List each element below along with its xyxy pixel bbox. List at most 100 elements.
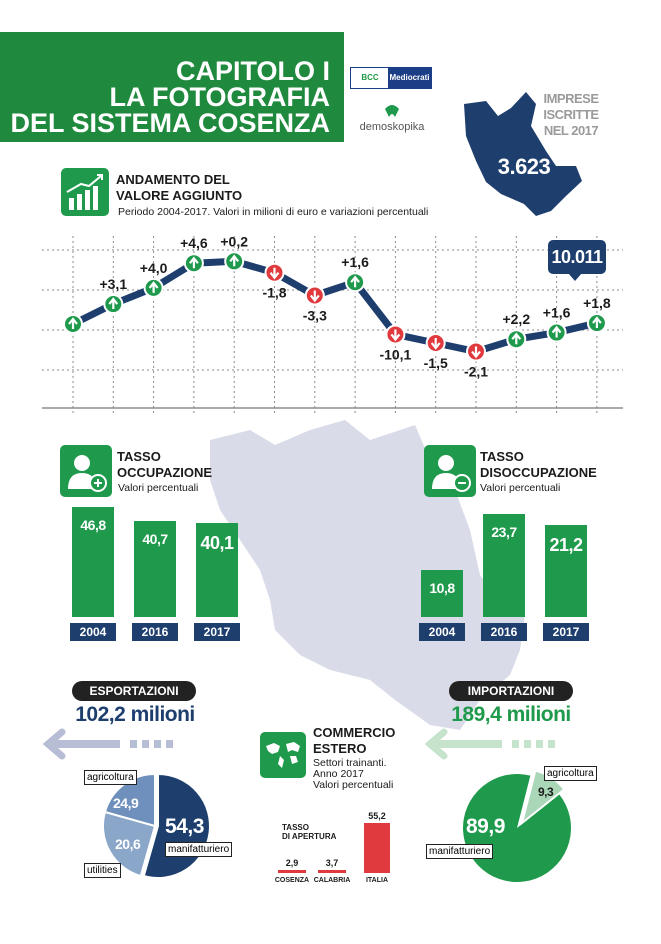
occupazione-title-line1: TASSO (117, 449, 161, 464)
arrow-down-marker (425, 333, 446, 353)
imprese-map-icon (464, 92, 582, 216)
export-agricoltura-value: 24,9 (113, 795, 139, 811)
header-title-line3: DEL SISTEMA COSENZA (10, 108, 330, 138)
bar-value-label: 21,2 (549, 535, 583, 555)
variation-label: +1,6 (341, 254, 369, 270)
apertura-title-line1: TASSO (282, 823, 309, 832)
year-label: 2004 (419, 623, 465, 641)
apertura-value: 2,9 (285, 858, 299, 868)
arrow-down-marker (304, 285, 325, 306)
commercio-subtitle-line1: Settori trainanti. (313, 757, 387, 769)
disoccupazione-title-line2: DISOCCUPAZIONE (480, 465, 597, 480)
year-label: 2017 (543, 623, 589, 641)
occupazione-title: TASSO OCCUPAZIONE (117, 449, 212, 481)
bar: 23,7 (483, 514, 525, 617)
export-pie-slices (102, 772, 211, 879)
bcc-logo-text: BCC (361, 73, 379, 82)
apertura-title-line2: DI APERTURA (282, 832, 337, 841)
bar: 21,2 (545, 525, 587, 617)
user-minus-icon (424, 445, 476, 497)
demoskopika-text: demoskopika (359, 121, 425, 133)
bar: 40,1 (196, 523, 238, 617)
esportazioni-amount: 102,2 milioni (75, 703, 195, 726)
export-left-arrow-icon (42, 728, 173, 760)
valore-aggiunto-callout-value: 10.011 (551, 247, 603, 267)
occupazione-title-line2: OCCUPAZIONE (117, 465, 213, 480)
variation-label: -1,5 (424, 355, 448, 371)
valore-aggiunto-subtitle: Periodo 2004-2017. Valori in milioni di … (118, 206, 429, 218)
apertura-region-label: COSENZA (274, 877, 310, 884)
disoccupazione-subtitle: Valori percentuali (480, 482, 561, 494)
imprese-value: 3.623 (497, 154, 551, 179)
export-manifatturiero-tag: manifatturiero (165, 842, 233, 857)
disoccupazione-title-line1: TASSO (480, 449, 524, 464)
apertura-value: 55,2 (368, 811, 386, 821)
export-pie-chart (102, 772, 211, 879)
imprese-label-line1: IMPRESE (543, 91, 599, 106)
disoccupazione-title: TASSO DISOCCUPAZIONE (480, 449, 597, 481)
demoskopika-logo: demoskopika (356, 101, 428, 137)
commercio-title: COMMERCIO ESTERO (313, 725, 395, 757)
bar-value-label: 40,1 (200, 533, 234, 553)
valore-aggiunto-title: ANDAMENTO DEL VALORE AGGIUNTO (116, 172, 242, 204)
variation-label: +2,2 (502, 311, 530, 327)
callout-pointer (568, 273, 582, 281)
esportazioni-pill: ESPORTAZIONI (72, 681, 196, 701)
mediocrati-logo-text: Mediocrati (388, 68, 431, 88)
apertura-bar (364, 823, 390, 873)
valore-aggiunto-title-line2: VALORE AGGIUNTO (116, 188, 243, 203)
export-utilities-value: 20,6 (115, 836, 141, 852)
arrow-up-marker (586, 313, 607, 334)
importazioni-pill: IMPORTAZIONI (449, 681, 573, 701)
calabria-map-background (210, 420, 525, 730)
variation-label: -10,1 (379, 346, 411, 362)
arrow-up-marker (103, 294, 124, 315)
chart-growth-icon (61, 168, 109, 216)
variation-label: +4,0 (140, 260, 168, 276)
export-pie-slice (102, 810, 157, 878)
bar-value-label: 10,8 (429, 580, 455, 596)
imprese-label-line3: NEL 2017 (543, 123, 599, 138)
import-manifatturiero-tag: manifatturiero (426, 844, 494, 859)
arrow-up-marker (183, 253, 204, 274)
export-utilities-tag: utilities (84, 863, 121, 878)
variation-label: -1,8 (262, 285, 286, 301)
user-plus-icon (60, 445, 112, 497)
occupazione-subtitle: Valori percentuali (118, 482, 199, 494)
apertura-value: 3,7 (325, 858, 339, 868)
imprese-label-line2: ISCRITTE (543, 107, 599, 122)
export-agricoltura-tag: agricoltura (84, 770, 137, 785)
year-label: 2016 (481, 623, 527, 641)
bar: 10,8 (421, 570, 463, 617)
imprese-label: IMPRESE ISCRITTE NEL 2017 (535, 91, 607, 139)
demoskopika-icon (385, 105, 399, 117)
chapter-header: CAPITOLO I LA FOTOGRAFIA DEL SISTEMA COS… (0, 32, 344, 142)
importazioni-amount: 189,4 milioni (451, 703, 571, 726)
commercio-subtitle-line3: Valori percentuali (313, 779, 394, 791)
import-manifatturiero-value: 89,9 (466, 815, 505, 838)
arrow-up-marker (345, 272, 366, 293)
year-label: 2004 (70, 623, 116, 641)
valore-aggiunto-title-line1: ANDAMENTO DEL (116, 172, 230, 187)
variation-label: -3,3 (303, 308, 327, 324)
arrow-down-marker (466, 341, 486, 362)
commercio-subtitle: Settori trainanti. Anno 2017 Valori perc… (313, 758, 393, 791)
commercio-subtitle-line2: Anno 2017 (313, 768, 364, 780)
world-map-icon (260, 732, 306, 778)
variation-label: +3,1 (99, 276, 127, 292)
valore-aggiunto-line-chart: +3,1 +4,0 +4,6 +0,2 -1,8 -3,3 +1,6 -10,1 -1,5 -2,… (42, 233, 623, 416)
bar: 40,7 (134, 521, 176, 617)
arrow-up-marker (506, 329, 527, 350)
bar-value-label: 46,8 (80, 517, 106, 533)
valore-aggiunto-callout: 10.011 (548, 240, 606, 274)
header-title-line2: LA FOTOGRAFIA (109, 82, 330, 112)
commercio-title-line2: ESTERO (313, 741, 367, 756)
apertura-region-label: ITALIA (365, 877, 389, 884)
arrow-up-marker (546, 322, 567, 343)
apertura-title: TASSO DI APERTURA (282, 823, 336, 841)
year-label: 2017 (194, 623, 240, 641)
bar-value-label: 23,7 (491, 524, 517, 540)
bar-growth-icon (66, 174, 103, 210)
arrow-down-marker (385, 324, 406, 345)
import-agricoltura-value: 9,3 (538, 785, 554, 799)
